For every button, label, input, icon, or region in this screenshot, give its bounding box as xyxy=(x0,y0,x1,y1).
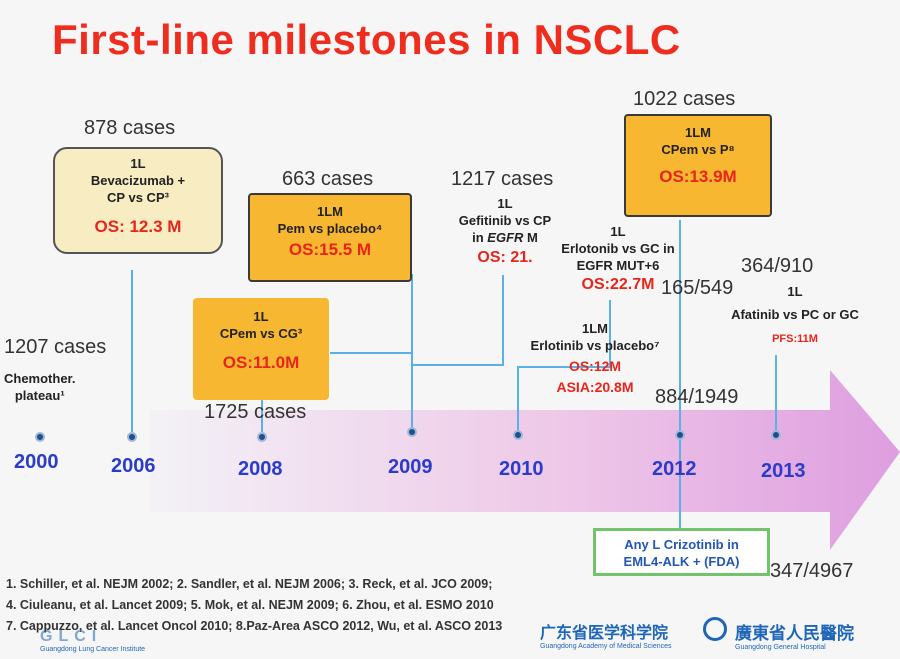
cpem-cg-trial-box: 1L CPem vs CG³ OS:11.0M xyxy=(193,298,329,400)
timeline-dot xyxy=(407,427,417,437)
year-label: 2012 xyxy=(652,458,697,480)
erl-line1: 1L xyxy=(610,224,626,239)
glci-logo: GLCI Guangdong Lung Cancer Institute xyxy=(40,628,146,653)
bev-line1: 1L xyxy=(130,156,146,171)
chemo-plateau-label: Chemother. plateau¹ xyxy=(4,370,76,404)
gef-os: OS: 21. xyxy=(477,249,533,266)
timeline-dot xyxy=(257,432,267,442)
cpem2008-line2: CPem vs CG³ xyxy=(219,326,303,341)
crizotinib-box: Any L Crizotinib in EML4-ALK + (FDA) xyxy=(593,528,770,576)
afatinib-trial-label: 1L Afatinib vs PC or GC PFS:11M xyxy=(710,283,880,348)
criz-line1: Any L Crizotinib in xyxy=(624,537,739,552)
bev-os: OS: 12.3 M xyxy=(94,217,182,236)
erlm-os: OS:12M xyxy=(568,358,622,374)
timeline-dot xyxy=(513,430,523,440)
bevacizumab-trial-box: 1L Bevacizumab + CP vs CP³ OS: 12.3 M xyxy=(53,147,223,254)
gef-line2: Gefitinib vs CP xyxy=(458,213,552,228)
hospital-emblem-icon xyxy=(703,617,727,641)
chemo-line1: Chemother. xyxy=(4,371,76,386)
erl-os: OS:22.7M xyxy=(581,276,655,293)
cases-label: 347/4967 xyxy=(770,560,854,582)
afa-line2: Afatinib vs PC or GC xyxy=(731,307,859,322)
cpem2012-line1: 1LM xyxy=(685,125,711,140)
cases-label: 165/549 xyxy=(661,277,734,299)
erl-line3: EGFR MUT+6 xyxy=(576,258,660,273)
cases-label: 663 cases xyxy=(282,168,374,190)
afa-line1: 1L xyxy=(787,284,803,299)
cpem2008-os: OS:11.0M xyxy=(222,353,300,372)
year-label: 2013 xyxy=(761,460,806,482)
erlm-asia: ASIA:20.8M xyxy=(556,379,634,395)
cpem2012-line2: CPem vs P⁸ xyxy=(661,142,735,157)
timeline-dot xyxy=(675,430,685,440)
cases-label: 1725 cases xyxy=(204,401,307,423)
bev-line2: Bevacizumab + xyxy=(90,173,186,188)
year-label: 2000 xyxy=(14,451,59,473)
reference-line: 4. Ciuleanu, et al. Lancet 2009; 5. Mok,… xyxy=(6,598,494,612)
pem-os: OS:15.5 M xyxy=(288,240,372,259)
cases-label: 884/1949 xyxy=(655,386,739,408)
pem-line1: 1LM xyxy=(317,204,343,219)
cases-label: 878 cases xyxy=(84,117,176,139)
timeline-dot xyxy=(771,430,781,440)
erlm-line1: 1LM xyxy=(582,321,608,336)
year-label: 2010 xyxy=(499,458,544,480)
criz-line2: EML4-ALK + (FDA) xyxy=(623,554,740,569)
year-label: 2006 xyxy=(111,455,156,477)
erl-line2: Erlotonib vs GC in xyxy=(561,241,675,256)
erlotinib-placebo-trial-label: 1LM Erlotinib vs placebo⁷ OS:12M ASIA:20… xyxy=(515,320,675,396)
erlotinib-gc-trial-label: 1L Erlotonib vs GC in EGFR MUT+6 OS:22.7… xyxy=(543,223,693,293)
gefitinib-trial-label: 1L Gefitinib vs CP in EGFR M OS: 21. xyxy=(440,195,570,266)
year-label: 2008 xyxy=(238,458,283,480)
chemo-line2: plateau¹ xyxy=(14,388,65,403)
timeline-dot xyxy=(127,432,137,442)
gef-line3: in EGFR M xyxy=(472,230,538,245)
timeline-dot xyxy=(35,432,45,442)
page-title: First-line milestones in NSCLC xyxy=(52,16,681,63)
cases-label: 1217 cases xyxy=(451,168,554,190)
afa-pfs: PFS:11M xyxy=(772,333,818,345)
bev-line3: CP vs CP³ xyxy=(107,190,169,205)
ggh-logo: 廣東省人民醫院 Guangdong General Hospital xyxy=(735,624,854,651)
cpem-p-trial-box: 1LM CPem vs P⁸ OS:13.9M xyxy=(624,114,772,217)
cpem2008-line1: 1L xyxy=(253,309,269,324)
year-label: 2009 xyxy=(388,456,433,478)
pemetrexed-trial-box: 1LM Pem vs placebo⁴ OS:15.5 M xyxy=(248,193,412,282)
cases-label: 364/910 xyxy=(741,255,814,277)
cpem2012-os: OS:13.9M xyxy=(659,167,737,186)
reference-line: 1. Schiller, et al. NEJM 2002; 2. Sandle… xyxy=(6,577,493,591)
reference-line: 7. Cappuzzo, et al. Lancet Oncol 2010; 8… xyxy=(6,619,503,633)
erlm-line2: Erlotinib vs placebo⁷ xyxy=(530,338,660,353)
cases-label: 1022 cases xyxy=(633,88,736,110)
cases-label: 1207 cases xyxy=(4,336,107,358)
gef-line1: 1L xyxy=(497,196,513,211)
gams-logo: 广东省医学科学院 Guangdong Academy of Medical Sc… xyxy=(540,625,672,650)
pem-line2: Pem vs placebo⁴ xyxy=(277,221,383,236)
